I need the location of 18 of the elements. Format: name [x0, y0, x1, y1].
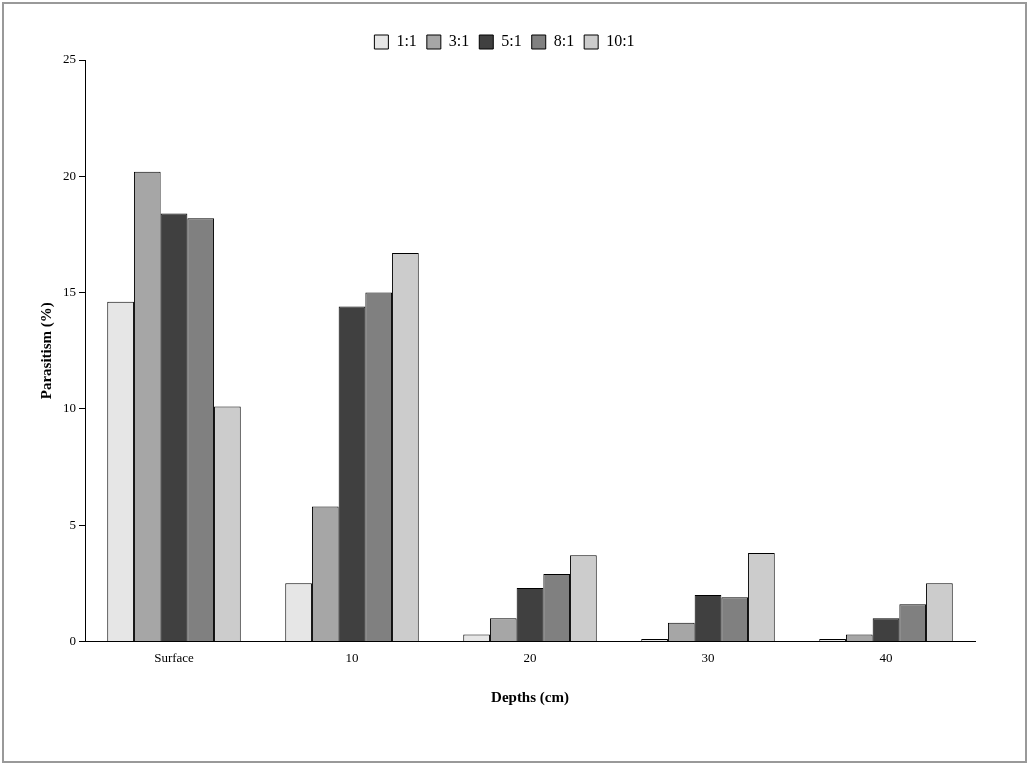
y-tick-label: 0 — [69, 632, 76, 648]
y-axis-title: Parasitism (%) — [37, 302, 55, 400]
x-tick-label: 40 — [879, 649, 893, 665]
y-tick-label: 10 — [63, 400, 76, 416]
legend-label: 8:1 — [553, 32, 575, 50]
x-axis-title: Depths (cm) — [491, 688, 569, 706]
y-tick-label: 25 — [63, 51, 76, 67]
x-tick-label: 20 — [523, 649, 537, 665]
x-tick-label: 10 — [345, 649, 359, 665]
legend-label: 5:1 — [501, 32, 522, 50]
x-tick-label: 30 — [701, 649, 715, 665]
x-tick-label: Surface — [154, 649, 195, 665]
legend-label: 3:1 — [448, 32, 470, 50]
y-tick-label: 20 — [63, 167, 76, 183]
legend-label: 1:1 — [396, 32, 417, 50]
y-tick-label: 5 — [69, 516, 76, 532]
y-tick-label: 15 — [63, 283, 76, 299]
legend-label: 10:1 — [606, 32, 635, 50]
